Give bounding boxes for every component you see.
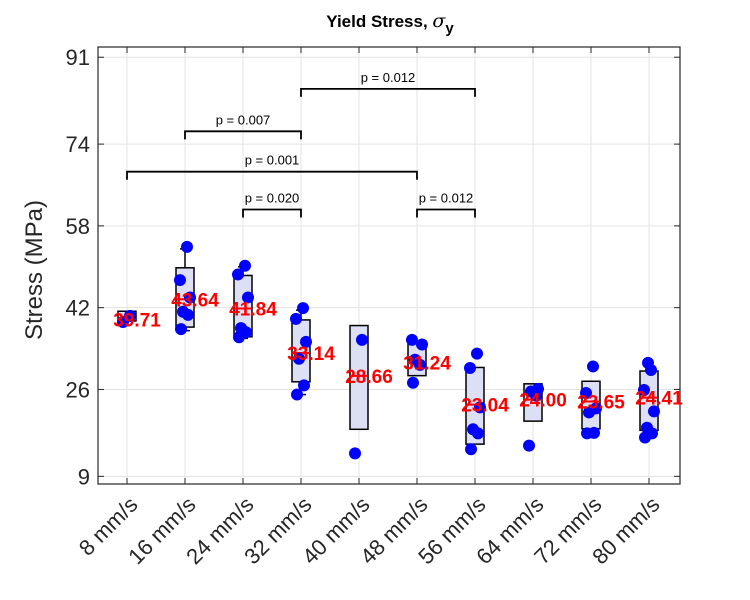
data-point: [239, 259, 251, 272]
data-point: [467, 423, 479, 436]
data-point: [290, 312, 302, 325]
data-point: [416, 338, 428, 351]
significance-layer: p = 0.007 p = 0.012 p = 0.001 p = 0.020 p = …: [126, 70, 476, 218]
significance-label: p = 0.012: [419, 191, 474, 206]
median-value-label: 39.71: [113, 310, 161, 331]
data-point: [174, 274, 186, 287]
chart-title-text: Yield Stress,: [326, 12, 432, 31]
y-tick-label: 91: [66, 45, 90, 70]
significance-label: p = 0.020: [245, 191, 300, 206]
data-point: [298, 379, 310, 392]
y-tick-label: 26: [66, 377, 90, 402]
data-point: [409, 353, 421, 366]
data-point: [406, 333, 418, 346]
significance-label: p = 0.012: [361, 70, 416, 85]
significance-label: p = 0.001: [245, 153, 300, 168]
plot-area-frame: [97, 46, 681, 485]
chart-title-symbol: σ: [432, 10, 446, 32]
data-point: [297, 302, 309, 315]
y-axis-ticks: 9 26 42 58 74 91: [66, 45, 680, 489]
data-point: [181, 240, 193, 253]
significance-bracket: [126, 170, 418, 180]
significance-bracket: [242, 208, 302, 218]
data-point: [532, 382, 544, 395]
y-tick-label: 9: [78, 464, 90, 489]
data-point: [124, 309, 136, 322]
data-point: [523, 439, 535, 452]
data-point: [175, 323, 187, 336]
data-point: [291, 388, 303, 401]
data-point: [465, 443, 477, 456]
median-value-label: 24.41: [635, 389, 683, 410]
data-point: [642, 356, 654, 369]
significance-bracket: [416, 208, 476, 218]
median-value-label: 43.64: [171, 290, 219, 311]
data-point: [349, 447, 361, 460]
median-value-label: 23.04: [461, 396, 509, 417]
data-point: [474, 401, 486, 414]
median-value-label: 23.65: [577, 392, 625, 413]
data-point: [184, 291, 196, 304]
data-point: [407, 376, 419, 389]
data-point: [588, 426, 600, 439]
data-point: [590, 402, 602, 415]
boxes-layer: [117, 248, 659, 445]
y-axis-label: Stress (MPa): [21, 200, 48, 340]
y-tick-label: 42: [66, 296, 90, 321]
data-point: [641, 421, 653, 434]
data-point: [293, 352, 305, 365]
box-rect: [349, 324, 369, 431]
data-point: [235, 322, 247, 335]
chart-title: Yield Stress, σy: [326, 10, 454, 37]
data-point: [580, 387, 592, 400]
y-tick-label: 74: [66, 132, 90, 157]
data-point: [464, 361, 476, 374]
median-value-label: 24.00: [519, 391, 567, 412]
median-labels-layer: 39.71 43.64 41.84 33.14 28.66 31.24 23.04 24.00…: [113, 290, 683, 416]
significance-bracket: [184, 130, 302, 140]
y-tick-label: 58: [66, 214, 90, 239]
median-value-label: 28.66: [345, 367, 393, 388]
median-value-label: 31.24: [403, 354, 451, 375]
data-point: [356, 333, 368, 346]
median-value-label: 33.14: [287, 344, 335, 365]
data-point: [177, 305, 189, 318]
significance-bracket: [300, 88, 476, 97]
median-value-label: 41.84: [229, 299, 277, 320]
data-point: [300, 335, 312, 348]
data-point: [242, 291, 254, 304]
significance-label: p = 0.007: [216, 112, 271, 127]
data-point: [587, 360, 599, 373]
chart-title-subscript: y: [445, 20, 454, 37]
points-layer: [117, 240, 660, 460]
data-point: [471, 347, 483, 360]
data-point: [638, 383, 650, 396]
data-point: [232, 268, 244, 281]
data-point: [648, 405, 660, 418]
